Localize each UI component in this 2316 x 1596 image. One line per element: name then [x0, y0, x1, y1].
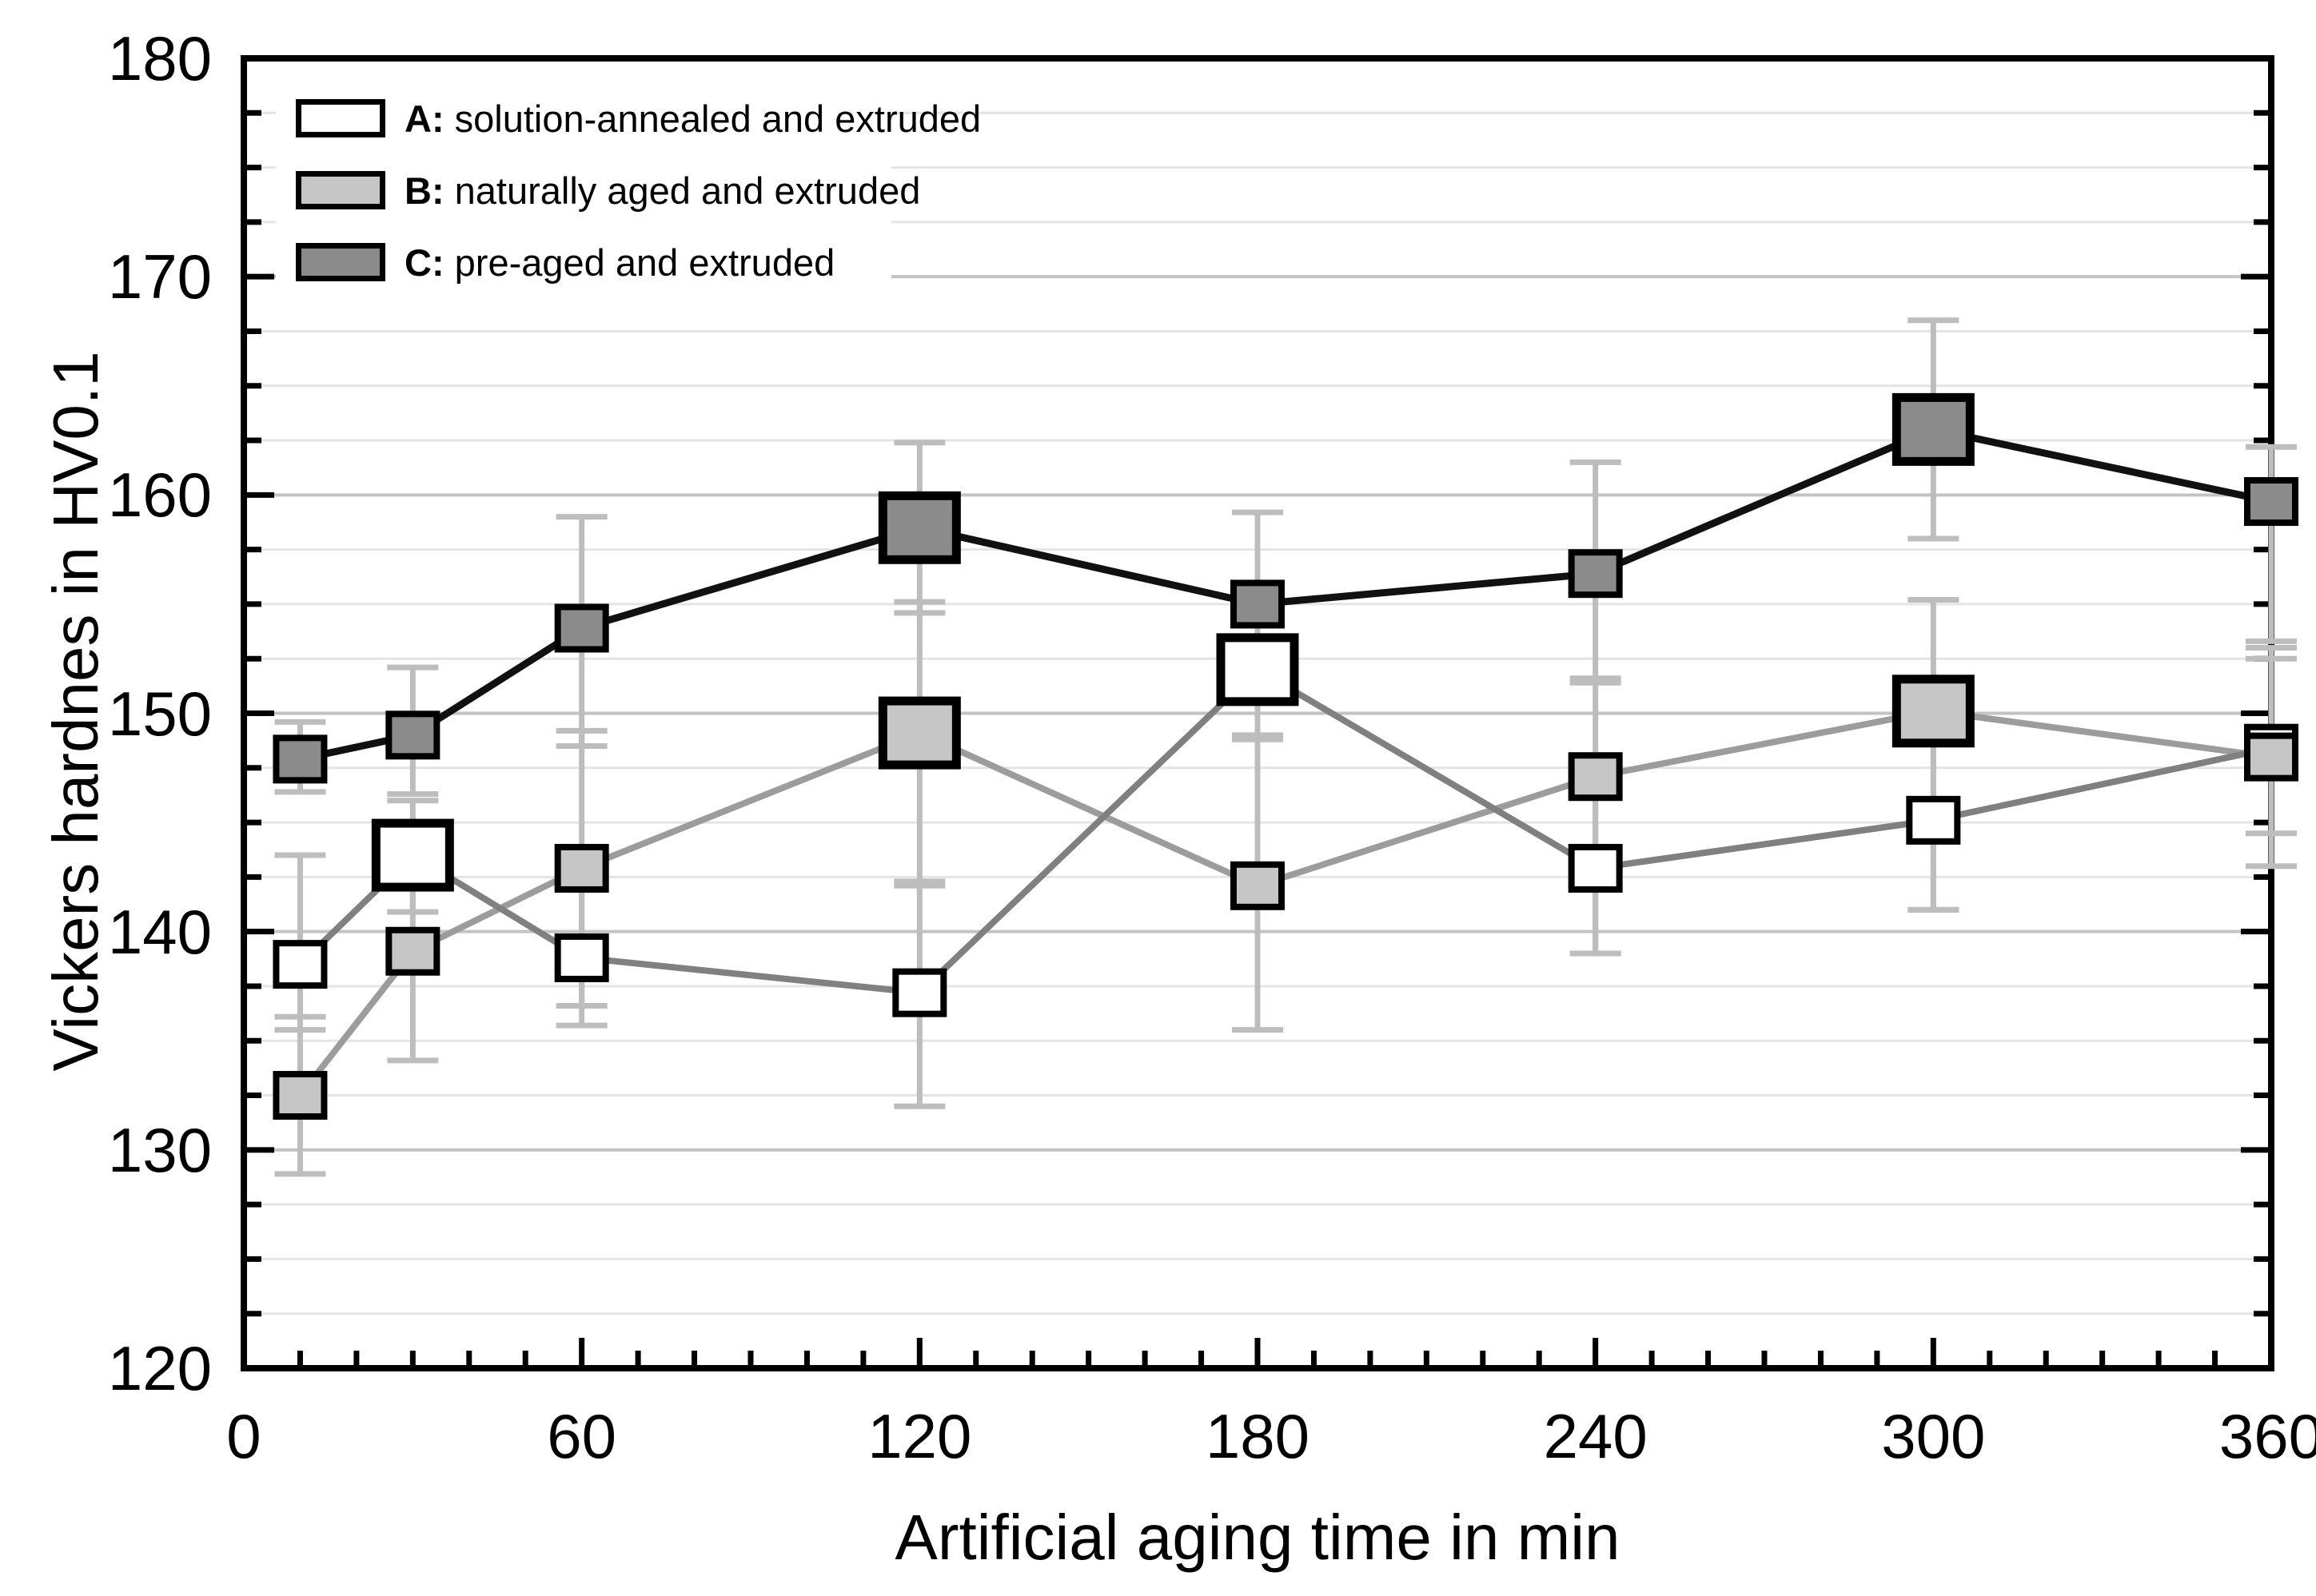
marker-C-30: [385, 710, 440, 760]
marker-B-240: [1568, 752, 1623, 802]
legend-key-a: A:: [405, 97, 444, 140]
marker-C-360: [2244, 477, 2298, 527]
x-tick-label-300: 300: [1881, 1401, 1986, 1471]
legend-label-a: A: solution-annealed and extruded: [405, 97, 982, 140]
y-tick-label-140: 140: [107, 896, 212, 967]
marker-B-300: [1891, 675, 1975, 748]
x-tick-label-360: 360: [2218, 1401, 2316, 1471]
legend-key-c: C:: [405, 241, 444, 284]
y-tick-label-170: 170: [107, 241, 212, 312]
marker-A-120: [892, 968, 947, 1017]
marker-A-30: [371, 818, 454, 892]
series-line-C: [299, 425, 2272, 763]
y-tick-label-120: 120: [107, 1333, 212, 1403]
x-tick-label-240: 240: [1543, 1401, 1648, 1471]
marker-C-240: [1568, 549, 1623, 599]
y-tick-label-150: 150: [107, 678, 212, 749]
y-tick-label-160: 160: [107, 460, 212, 531]
marker-B-120: [878, 696, 961, 770]
marker-B-10: [273, 1071, 328, 1120]
marker-B-180: [1230, 861, 1285, 910]
legend-swatch-a: [296, 99, 385, 137]
legend-item-c: C: pre-aged and extruded: [276, 226, 891, 298]
x-tick-label-120: 120: [867, 1401, 972, 1471]
marker-C-300: [1891, 392, 1975, 466]
marker-C-120: [878, 491, 961, 564]
x-tick-label-0: 0: [226, 1401, 261, 1471]
series-line-B: [297, 707, 2272, 1098]
legend-item-a: A: solution-annealed and extruded: [276, 82, 981, 154]
legend-item-b: B: naturally aged and extruded: [276, 154, 920, 226]
marker-B-30: [385, 926, 440, 976]
x-axis-title: Artificial aging time in min: [895, 1502, 1620, 1573]
marker-C-60: [554, 603, 609, 653]
marker-C-10: [273, 734, 328, 784]
marker-A-240: [1568, 843, 1623, 893]
legend-swatch-b: [296, 171, 385, 209]
marker-A-60: [554, 933, 609, 982]
x-tick-label-180: 180: [1205, 1401, 1310, 1471]
y-tick-label-180: 180: [107, 23, 212, 94]
x-tick-label-60: 60: [547, 1401, 617, 1471]
marker-A-180: [1216, 633, 1299, 706]
legend: A: solution-annealed and extruded B: nat…: [276, 64, 981, 298]
marker-A-300: [1906, 795, 1961, 845]
legend-label-b: B: naturally aged and extruded: [405, 169, 921, 212]
marker-A-10: [273, 940, 328, 989]
marker-B-360: [2244, 732, 2298, 782]
marker-C-180: [1230, 579, 1285, 629]
marker-B-60: [554, 843, 609, 893]
legend-key-b: B:: [405, 169, 444, 212]
legend-swatch-c: [296, 243, 385, 281]
y-tick-label-130: 130: [107, 1114, 212, 1185]
y-axis-title: Vickers hardnes in HV0.1: [40, 351, 111, 1072]
legend-label-c: C: pre-aged and extruded: [405, 241, 835, 284]
